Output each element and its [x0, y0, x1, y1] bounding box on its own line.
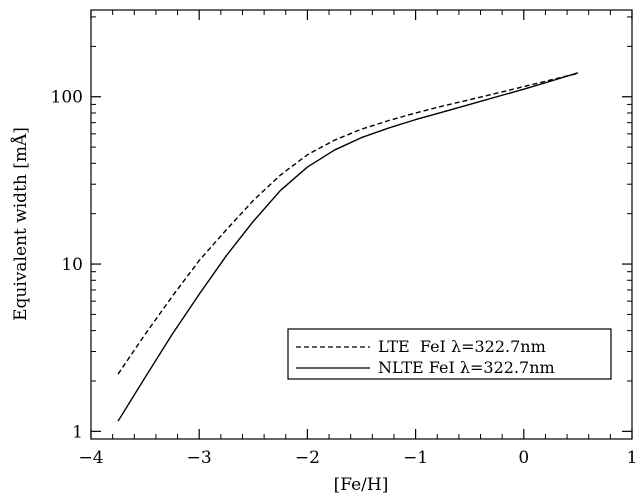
series-layer — [117, 72, 579, 422]
legend-label-nlte: NLTE FeI λ=322.7nm — [378, 358, 555, 377]
x-tick-label: −4 — [78, 448, 103, 468]
x-tick-label: −3 — [187, 448, 212, 468]
legend-box — [287, 328, 612, 380]
y-axis-title: Equivalent width [mÅ] — [10, 127, 31, 321]
series-line-lte — [117, 72, 579, 375]
y-tick-label: 10 — [61, 255, 83, 275]
x-tick-label: 0 — [518, 448, 529, 468]
legend: LTE FeI λ=322.7nm NLTE FeI λ=322.7nm — [287, 328, 612, 380]
y-tick-label: 100 — [51, 88, 83, 108]
series-line-nlte — [117, 72, 579, 422]
x-axis-ticks: −4 −3 −2 −1 0 1 — [78, 10, 637, 468]
y-tick-label: 1 — [72, 422, 83, 442]
x-tick-label: −2 — [295, 448, 320, 468]
y-axis-ticks: 1 10 100 — [51, 16, 632, 442]
x-axis-title: [Fe/H] — [334, 475, 389, 495]
plot-frame — [90, 9, 633, 440]
x-tick-label: 1 — [627, 448, 638, 468]
x-tick-label: −1 — [403, 448, 428, 468]
legend-label-lte: LTE FeI λ=322.7nm — [378, 337, 546, 356]
